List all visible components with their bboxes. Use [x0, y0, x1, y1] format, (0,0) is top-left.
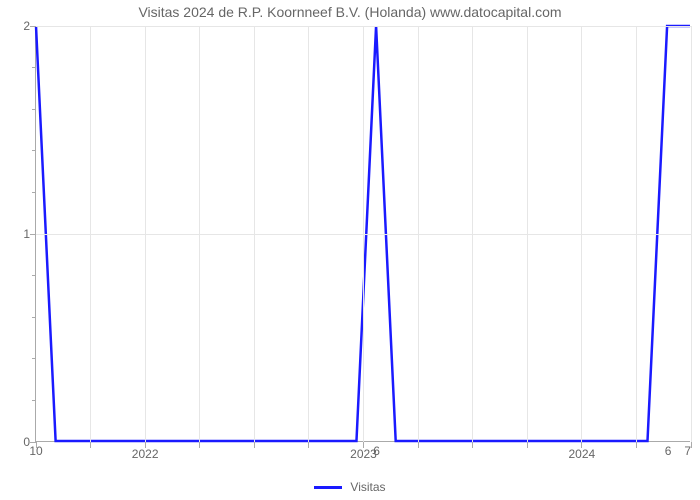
data-point-label: 6 — [373, 444, 380, 458]
y-minor-tick-mark — [32, 67, 36, 68]
x-tick-label: 2024 — [568, 441, 595, 461]
y-minor-tick-mark — [32, 358, 36, 359]
legend: Visitas — [0, 478, 700, 495]
legend-label: Visitas — [350, 480, 385, 494]
y-minor-tick-mark — [32, 275, 36, 276]
gridline-horizontal — [36, 234, 691, 235]
x-tick-mark — [90, 442, 91, 448]
y-minor-tick-mark — [32, 150, 36, 151]
chart-title: Visitas 2024 de R.P. Koornneef B.V. (Hol… — [0, 4, 700, 20]
data-point-label: 6 — [665, 444, 672, 458]
y-minor-tick-mark — [32, 192, 36, 193]
legend-item-visitas: Visitas — [314, 480, 385, 494]
plot-area: 01220222023202410667 — [35, 26, 690, 442]
y-minor-tick-mark — [32, 317, 36, 318]
data-point-label: 7 — [684, 444, 691, 458]
x-tick-mark — [308, 442, 309, 448]
legend-swatch — [314, 486, 342, 489]
x-tick-mark — [199, 442, 200, 448]
x-tick-mark — [636, 442, 637, 448]
x-tick-mark — [254, 442, 255, 448]
x-tick-mark — [418, 442, 419, 448]
data-point-label: 10 — [29, 444, 42, 458]
x-tick-mark — [472, 442, 473, 448]
y-tick-mark — [30, 234, 36, 235]
gridline-horizontal — [36, 26, 691, 27]
x-tick-label: 2022 — [132, 441, 159, 461]
x-tick-mark — [527, 442, 528, 448]
y-minor-tick-mark — [32, 400, 36, 401]
y-minor-tick-mark — [32, 109, 36, 110]
chart-container: Visitas 2024 de R.P. Koornneef B.V. (Hol… — [0, 0, 700, 500]
y-tick-mark — [30, 26, 36, 27]
